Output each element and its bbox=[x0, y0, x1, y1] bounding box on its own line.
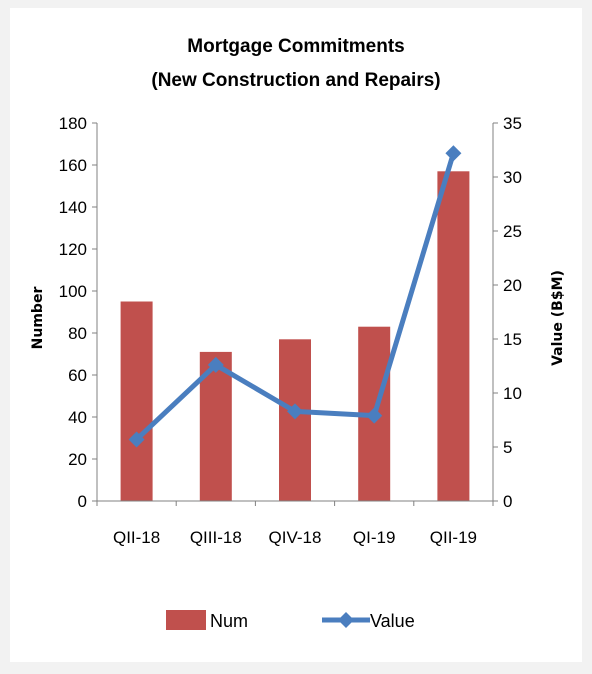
chart-area bbox=[10, 8, 582, 662]
legend-num-swatch bbox=[166, 610, 206, 630]
plot-group: 0 20 40 60 80 100 120 140 160 180 0 5 10 15 20 25 30 35 QI… bbox=[59, 114, 522, 547]
y2-tick-label: 5 bbox=[503, 438, 512, 457]
y2-tick-label: 15 bbox=[503, 330, 522, 349]
y-tick-label: 0 bbox=[78, 492, 87, 511]
y2-tick-label: 20 bbox=[503, 276, 522, 295]
y-axis-label: Number bbox=[30, 287, 46, 350]
chart-subtitle: (New Construction and Repairs) bbox=[151, 70, 440, 91]
y2-tick-label: 35 bbox=[503, 114, 522, 133]
bar-qii-18 bbox=[120, 301, 153, 501]
y2-tick-label: 30 bbox=[503, 168, 522, 187]
x-tick-label: QI-19 bbox=[353, 528, 396, 547]
x-tick-label: QII-19 bbox=[430, 528, 477, 547]
y2-tick-label: 25 bbox=[503, 222, 522, 241]
y-tick-label: 20 bbox=[68, 450, 87, 469]
value-point-qiii-18 bbox=[207, 356, 224, 373]
y-tick-label: 100 bbox=[59, 282, 87, 301]
y-tick-label: 60 bbox=[68, 366, 87, 385]
y-tick-label: 120 bbox=[59, 240, 87, 259]
y-tick-label: 40 bbox=[68, 408, 87, 427]
y2-axis-label: Value (B$M) bbox=[550, 270, 566, 366]
legend-num-label: Num bbox=[210, 611, 248, 631]
value-point-qi-19 bbox=[366, 407, 383, 424]
x-tick-label: QII-18 bbox=[113, 528, 160, 547]
bar-qiv-18 bbox=[279, 339, 311, 501]
y-tick-label: 140 bbox=[59, 198, 87, 217]
chart-title: Mortgage Commitments bbox=[187, 36, 404, 57]
bar-qii-19 bbox=[437, 171, 470, 502]
value-point-qii-19 bbox=[445, 145, 462, 162]
y2-tick-label: 10 bbox=[503, 384, 522, 403]
value-point-qii-18 bbox=[128, 431, 145, 448]
y-tick-label: 180 bbox=[59, 114, 87, 133]
value-point-qiv-18 bbox=[287, 403, 303, 420]
x-tick-label: QIII-18 bbox=[190, 528, 242, 547]
legend-value-marker bbox=[338, 612, 354, 628]
legend-value-label: Value bbox=[370, 611, 415, 631]
y-tick-label: 80 bbox=[68, 324, 87, 343]
y2-tick-label: 0 bbox=[503, 492, 512, 511]
x-tick-label: QIV-18 bbox=[269, 528, 322, 547]
legend: Num Value bbox=[166, 610, 415, 631]
y-tick-label: 160 bbox=[59, 156, 87, 175]
